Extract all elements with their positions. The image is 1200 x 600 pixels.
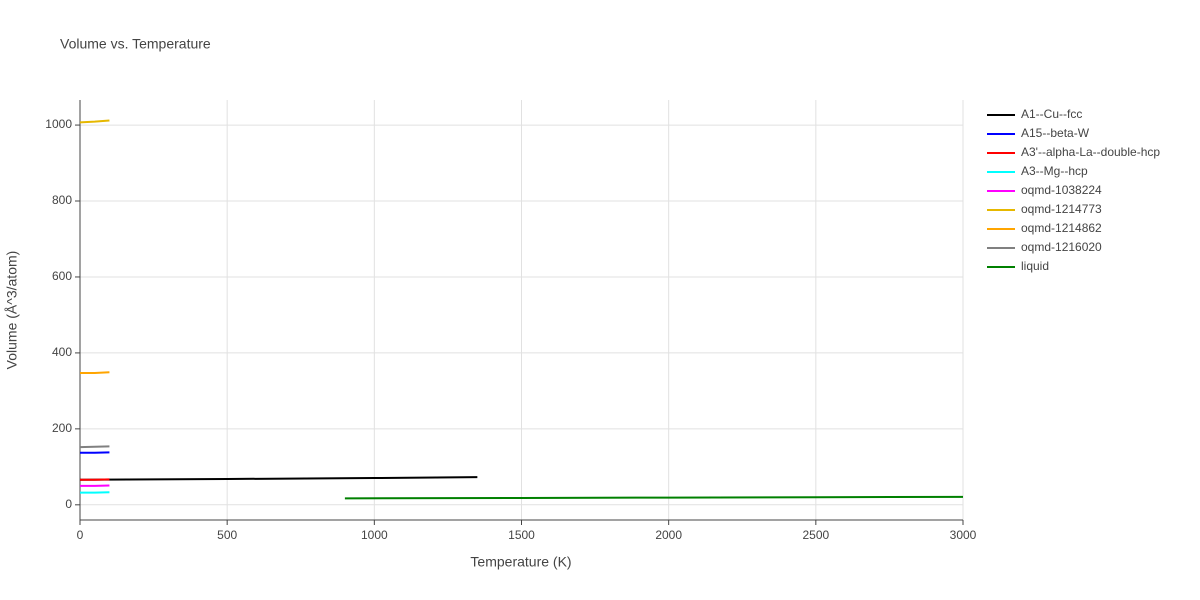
x-tick-label: 1500 xyxy=(508,528,535,542)
chart-title: Volume vs. Temperature xyxy=(60,36,211,52)
y-tick-label: 600 xyxy=(52,269,72,283)
series-line xyxy=(79,119,110,124)
legend-label: A3--Mg--hcp xyxy=(1021,164,1088,178)
x-tick-label: 500 xyxy=(217,528,237,542)
x-axis-label: Temperature (K) xyxy=(470,554,571,570)
legend-label: oqmd-1214862 xyxy=(1021,221,1102,235)
x-tick-label: 1000 xyxy=(361,528,388,542)
series-line xyxy=(79,445,110,449)
legend-label: oqmd-1216020 xyxy=(1021,240,1102,254)
legend-label: oqmd-1038224 xyxy=(1021,183,1102,197)
x-tick-label: 3000 xyxy=(950,528,977,542)
y-tick-label: 0 xyxy=(65,497,72,511)
legend-label: A15--beta-W xyxy=(1021,126,1090,140)
series-line xyxy=(79,476,478,481)
x-tick-label: 2000 xyxy=(655,528,682,542)
series-line xyxy=(80,371,110,375)
y-axis-label: Volume (Å^3/atom) xyxy=(4,251,20,370)
legend-label: oqmd-1214773 xyxy=(1021,202,1102,216)
y-tick-label: 400 xyxy=(52,345,72,359)
y-tick-label: 800 xyxy=(52,193,72,207)
series-line xyxy=(344,495,964,500)
y-tick-label: 200 xyxy=(52,421,72,435)
legend-label: A1--Cu--fcc xyxy=(1021,107,1082,121)
y-tick-label: 1000 xyxy=(45,117,72,131)
legend-label: A3'--alpha-La--double-hcp xyxy=(1021,145,1160,159)
legend-label: liquid xyxy=(1021,259,1049,273)
x-tick-label: 0 xyxy=(77,528,84,542)
x-tick-label: 2500 xyxy=(802,528,829,542)
